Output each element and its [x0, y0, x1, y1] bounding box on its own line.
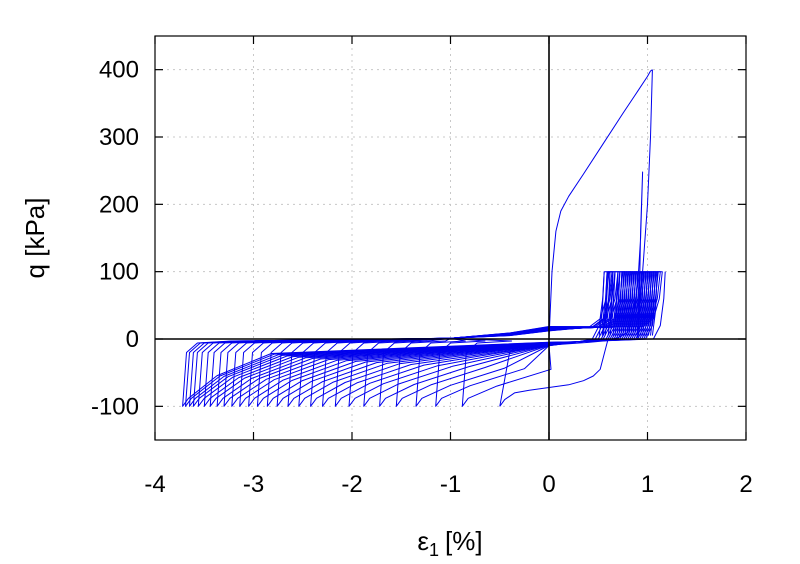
data-layer [182, 69, 666, 407]
y-tick-label: 100 [99, 259, 139, 286]
x-tick-label: 0 [542, 471, 555, 498]
x-tick-label: -1 [440, 471, 461, 498]
x-tick-label: -2 [341, 471, 362, 498]
x-axis-label-unit: [%] [445, 526, 483, 556]
x-tick-label: -3 [243, 471, 264, 498]
cycle-loop [182, 271, 666, 407]
x-tick-label: 1 [641, 471, 654, 498]
x-axis-label: ε1 [%] [417, 526, 482, 560]
axes [154, 35, 747, 441]
x-tick-label: -4 [144, 471, 165, 498]
y-tick-label: 300 [99, 124, 139, 151]
x-axis-label-main: ε [417, 526, 429, 556]
grid [155, 36, 746, 440]
y-tick-label: 0 [126, 326, 139, 353]
y-axis-label: q [kPa] [20, 198, 50, 279]
x-axis-label-subscript: 1 [429, 540, 439, 560]
y-tick-label: -100 [91, 393, 139, 420]
tick-labels: -4 -3 -2 -1 0 1 2 -100 0 100 200 300 400 [91, 57, 753, 498]
y-tick-label: 200 [99, 191, 139, 218]
y-tick-label: 400 [99, 57, 139, 84]
curve-initial-loading [548, 69, 653, 340]
curve-first-reload [499, 338, 609, 407]
x-tick-label: 2 [739, 471, 752, 498]
